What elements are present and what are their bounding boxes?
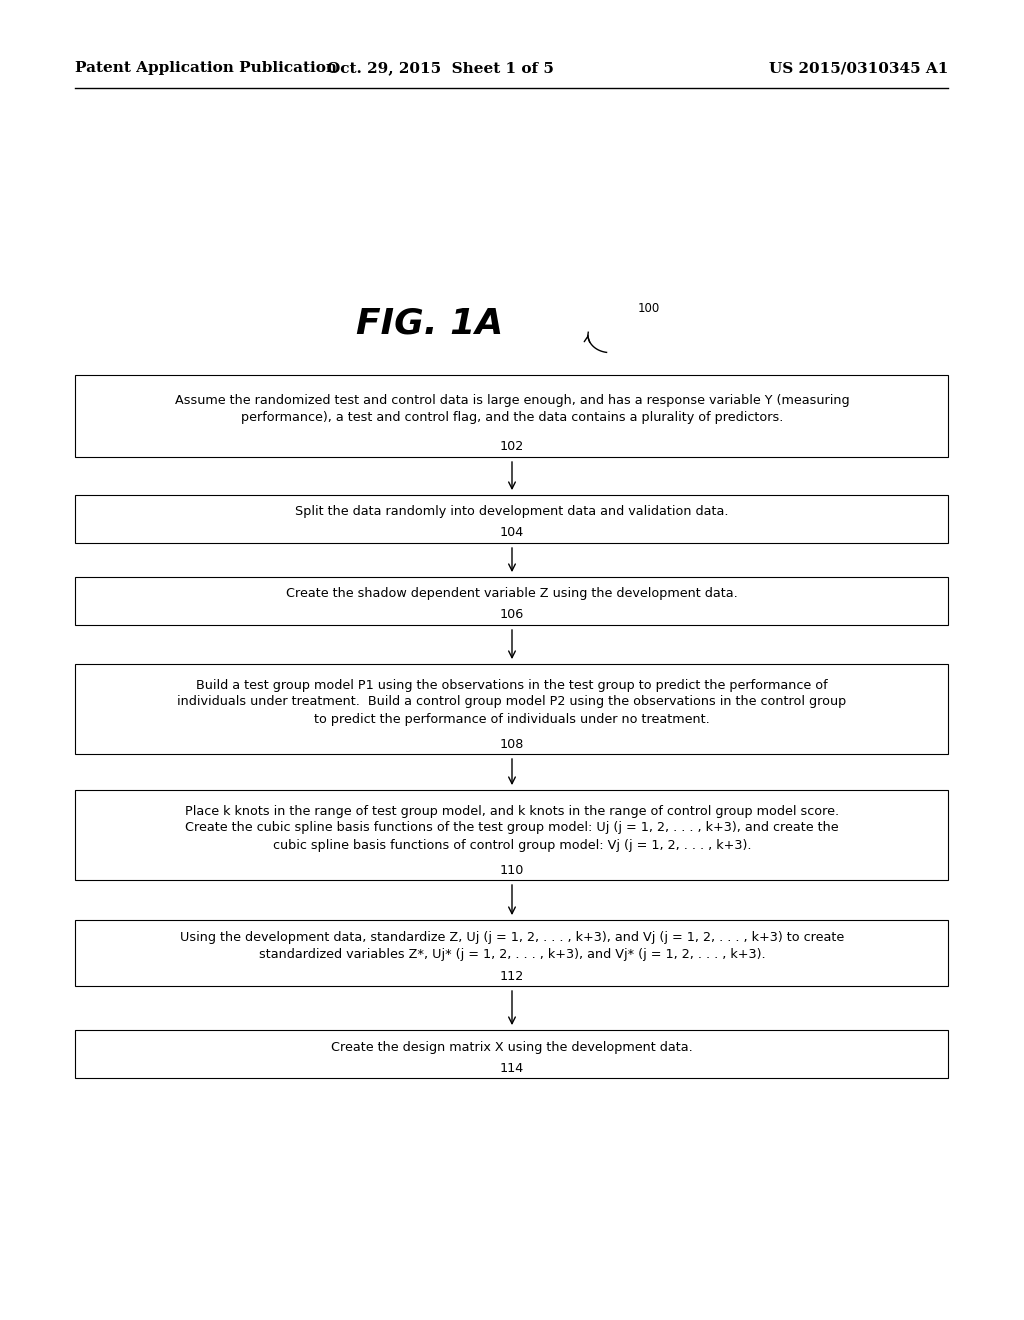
Bar	[75, 789, 948, 880]
Text: to predict the performance of individuals under no treatment.: to predict the performance of individual…	[314, 713, 710, 726]
Text: 108: 108	[500, 738, 524, 751]
Bar	[75, 1030, 948, 1078]
Bar	[75, 664, 948, 754]
Text: Place k knots in the range of test group model, and k knots in the range of cont: Place k knots in the range of test group…	[185, 804, 839, 817]
Text: standardized variables Z*, Uj* (j = 1, 2, . . . , k+3), and Vj* (j = 1, 2, . . .: standardized variables Z*, Uj* (j = 1, 2…	[259, 948, 765, 961]
Text: Create the design matrix X using the development data.: Create the design matrix X using the dev…	[331, 1040, 693, 1053]
Text: US 2015/0310345 A1: US 2015/0310345 A1	[769, 61, 948, 75]
Text: Build a test group model P1 using the observations in the test group to predict : Build a test group model P1 using the ob…	[197, 678, 827, 692]
Text: 100: 100	[638, 301, 660, 314]
Text: individuals under treatment.  Build a control group model P2 using the observati: individuals under treatment. Build a con…	[177, 696, 847, 709]
Text: 114: 114	[500, 1061, 524, 1074]
Text: 110: 110	[500, 863, 524, 876]
Text: 112: 112	[500, 969, 524, 982]
Bar	[75, 577, 948, 624]
Text: cubic spline basis functions of control group model: Vj (j = 1, 2, . . . , k+3).: cubic spline basis functions of control …	[272, 838, 752, 851]
Text: Create the cubic spline basis functions of the test group model: Uj (j = 1, 2, .: Create the cubic spline basis functions …	[185, 821, 839, 834]
Text: 106: 106	[500, 609, 524, 622]
Text: performance), a test and control flag, and the data contains a plurality of pred: performance), a test and control flag, a…	[241, 411, 783, 424]
Text: Assume the randomized test and control data is large enough, and has a response : Assume the randomized test and control d…	[175, 393, 849, 407]
Text: 104: 104	[500, 527, 524, 540]
Text: Create the shadow dependent variable Z using the development data.: Create the shadow dependent variable Z u…	[286, 587, 738, 601]
Text: Oct. 29, 2015  Sheet 1 of 5: Oct. 29, 2015 Sheet 1 of 5	[327, 61, 554, 75]
Text: Patent Application Publication: Patent Application Publication	[75, 61, 337, 75]
Text: Split the data randomly into development data and validation data.: Split the data randomly into development…	[295, 506, 729, 519]
Text: FIG. 1A: FIG. 1A	[356, 306, 504, 341]
Bar	[75, 375, 948, 457]
Bar	[75, 920, 948, 986]
Bar	[75, 495, 948, 543]
Text: 102: 102	[500, 441, 524, 454]
Text: Using the development data, standardize Z, Uj (j = 1, 2, . . . , k+3), and Vj (j: Using the development data, standardize …	[180, 931, 844, 944]
